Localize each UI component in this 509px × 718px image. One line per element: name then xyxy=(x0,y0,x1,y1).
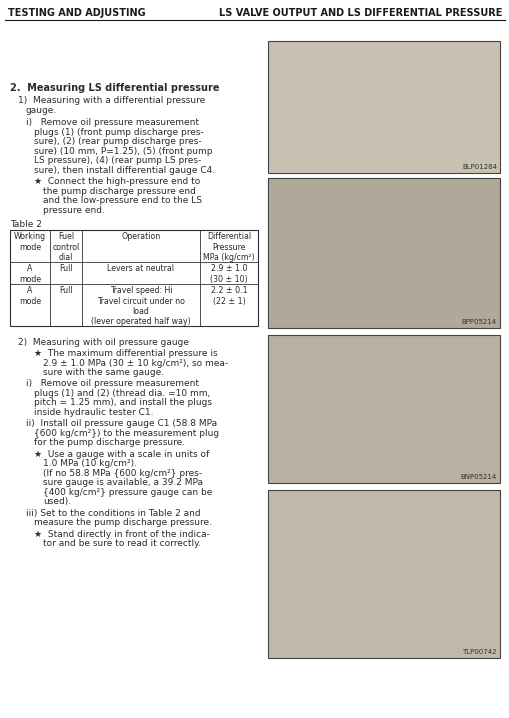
Text: A
mode: A mode xyxy=(19,264,41,284)
Text: LS pressure), (4) (rear pump LS pres-: LS pressure), (4) (rear pump LS pres- xyxy=(34,156,201,165)
Text: Travel speed: Hi
Travel circuit under no
load
(lever operated half way): Travel speed: Hi Travel circuit under no… xyxy=(91,286,190,327)
Text: measure the pump discharge pressure.: measure the pump discharge pressure. xyxy=(34,518,212,527)
Text: sure) (10 mm, P=1.25), (5) (front pump: sure) (10 mm, P=1.25), (5) (front pump xyxy=(34,146,212,156)
Text: ★  Stand directly in front of the indica-: ★ Stand directly in front of the indica- xyxy=(34,530,210,538)
Text: {400 kg/cm²} pressure gauge can be: {400 kg/cm²} pressure gauge can be xyxy=(43,488,212,497)
Text: 2.9 ± 1.0
(30 ± 10): 2.9 ± 1.0 (30 ± 10) xyxy=(210,264,247,284)
Text: sure with the same gauge.: sure with the same gauge. xyxy=(43,368,164,377)
Text: 2.9 ± 1.0 MPa (30 ± 10 kg/cm²), so mea-: 2.9 ± 1.0 MPa (30 ± 10 kg/cm²), so mea- xyxy=(43,358,228,368)
Text: BPP05214: BPP05214 xyxy=(461,319,496,325)
Text: pressure end.: pressure end. xyxy=(43,205,105,215)
Text: for the pump discharge pressure.: for the pump discharge pressure. xyxy=(34,439,185,447)
Text: iii) Set to the conditions in Table 2 and: iii) Set to the conditions in Table 2 an… xyxy=(26,508,200,518)
Text: sure gauge is available, a 39.2 MPa: sure gauge is available, a 39.2 MPa xyxy=(43,478,203,488)
Text: TLP00742: TLP00742 xyxy=(462,649,496,655)
Text: Full: Full xyxy=(59,286,73,295)
Text: Full: Full xyxy=(59,264,73,274)
Bar xyxy=(267,335,499,483)
Bar xyxy=(267,41,499,173)
Text: used).: used). xyxy=(43,498,71,506)
Text: inside hydraulic tester C1.: inside hydraulic tester C1. xyxy=(34,408,153,417)
Text: sure), then install differential gauge C4.: sure), then install differential gauge C… xyxy=(34,166,215,174)
Text: Operation: Operation xyxy=(121,232,160,241)
Bar xyxy=(267,178,499,328)
Text: and the low-pressure end to the LS: and the low-pressure end to the LS xyxy=(43,196,202,205)
Text: tor and be sure to read it correctly.: tor and be sure to read it correctly. xyxy=(43,539,201,548)
Text: plugs (1) and (2) (thread dia. =10 mm,: plugs (1) and (2) (thread dia. =10 mm, xyxy=(34,389,210,398)
Text: the pump discharge pressure end: the pump discharge pressure end xyxy=(43,187,195,195)
Text: TESTING AND ADJUSTING: TESTING AND ADJUSTING xyxy=(8,8,146,18)
Text: ★  Use a gauge with a scale in units of: ★ Use a gauge with a scale in units of xyxy=(34,449,209,459)
Text: Working
mode: Working mode xyxy=(14,232,46,251)
Text: pitch = 1.25 mm), and install the plugs: pitch = 1.25 mm), and install the plugs xyxy=(34,398,212,407)
Text: gauge.: gauge. xyxy=(26,106,57,115)
Text: 2.2 ± 0.1
(22 ± 1): 2.2 ± 0.1 (22 ± 1) xyxy=(210,286,247,306)
Text: 2)  Measuring with oil pressure gauge: 2) Measuring with oil pressure gauge xyxy=(18,337,189,347)
Text: 1)  Measuring with a differential pressure: 1) Measuring with a differential pressur… xyxy=(18,96,205,106)
Text: ★  The maximum differential pressure is: ★ The maximum differential pressure is xyxy=(34,349,217,358)
Text: ★  Connect the high-pressure end to: ★ Connect the high-pressure end to xyxy=(34,177,200,186)
Text: i)   Remove oil pressure measurement: i) Remove oil pressure measurement xyxy=(26,379,199,388)
Text: A
mode: A mode xyxy=(19,286,41,306)
Bar xyxy=(10,230,258,326)
Text: Fuel
control
dial: Fuel control dial xyxy=(52,232,79,262)
Text: LS VALVE OUTPUT AND LS DIFFERENTIAL PRESSURE: LS VALVE OUTPUT AND LS DIFFERENTIAL PRES… xyxy=(218,8,501,18)
Text: 1.0 MPa (10 kg/cm²).: 1.0 MPa (10 kg/cm²). xyxy=(43,460,137,468)
Text: (If no 58.8 MPa {600 kg/cm²} pres-: (If no 58.8 MPa {600 kg/cm²} pres- xyxy=(43,469,202,477)
Text: i)   Remove oil pressure measurement: i) Remove oil pressure measurement xyxy=(26,118,199,127)
Text: ii)  Install oil pressure gauge C1 (58.8 MPa: ii) Install oil pressure gauge C1 (58.8 … xyxy=(26,419,217,429)
Text: Table 2: Table 2 xyxy=(10,220,42,229)
Text: {600 kg/cm²}) to the measurement plug: {600 kg/cm²}) to the measurement plug xyxy=(34,429,219,438)
Text: BNP05214: BNP05214 xyxy=(460,474,496,480)
Text: plugs (1) (front pump discharge pres-: plugs (1) (front pump discharge pres- xyxy=(34,128,204,136)
Bar xyxy=(267,490,499,658)
Text: BLP01284: BLP01284 xyxy=(461,164,496,170)
Text: 2.  Measuring LS differential pressure: 2. Measuring LS differential pressure xyxy=(10,83,219,93)
Text: Levers at neutral: Levers at neutral xyxy=(107,264,174,274)
Text: sure), (2) (rear pump discharge pres-: sure), (2) (rear pump discharge pres- xyxy=(34,137,201,146)
Text: Differential
Pressure
MPa (kg/cm²): Differential Pressure MPa (kg/cm²) xyxy=(203,232,254,262)
